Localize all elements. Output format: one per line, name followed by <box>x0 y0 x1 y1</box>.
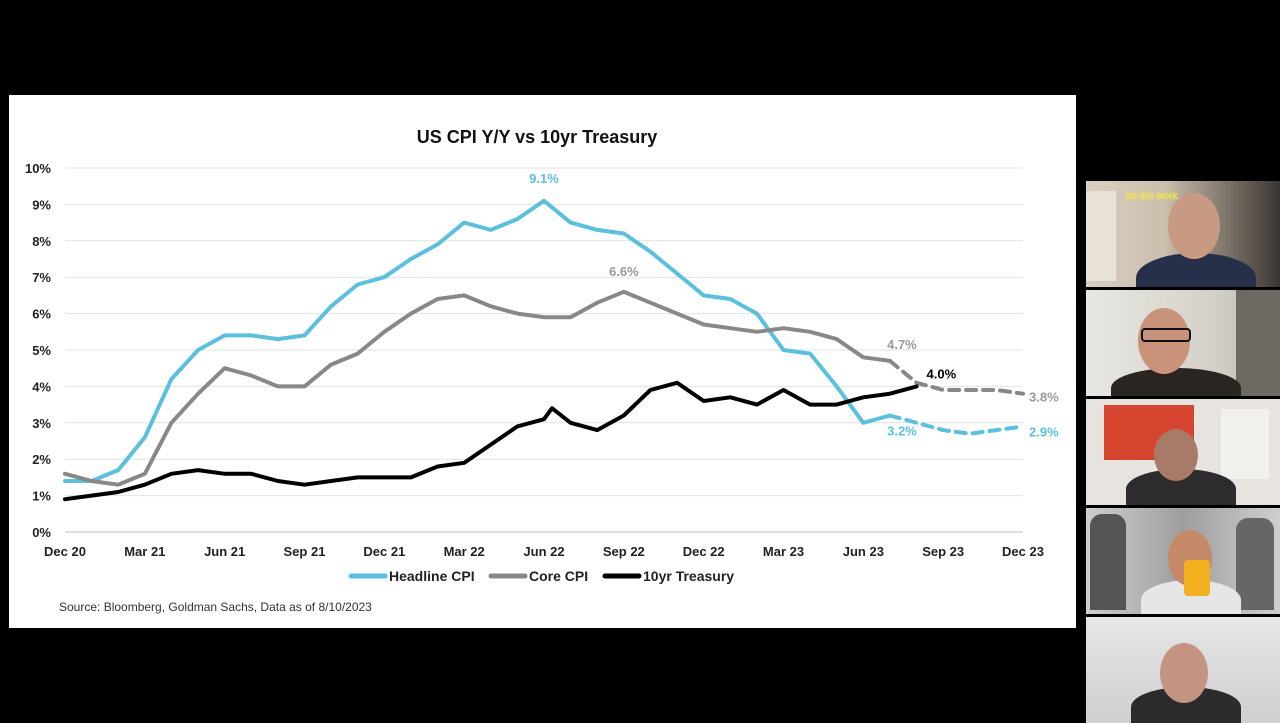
y-tick-label: 6% <box>32 307 51 322</box>
data-label: 4.7% <box>887 337 917 352</box>
series-forecast-core-cpi <box>887 358 1025 396</box>
legend-label: 10yr Treasury <box>643 568 734 584</box>
cpi-chart: US CPI Y/Y vs 10yr Treasury 0% 1% 2% 3% 4% 5%… <box>25 127 1059 614</box>
gridlines <box>65 167 1023 533</box>
series-forecast-headline-cpi <box>887 413 1025 436</box>
video-tiles: do the work <box>1086 181 1280 723</box>
y-tick-label: 10% <box>25 161 51 176</box>
x-tick-label: Dec 23 <box>1002 544 1044 559</box>
video-tile-participant-5[interactable] <box>1086 617 1280 723</box>
x-tick-label: Dec 20 <box>44 544 86 559</box>
chart-slide: US CPI Y/Y vs 10yr Treasury 0% 1% 2% 3% 4% 5%… <box>9 95 1076 628</box>
x-tick-label: Jun 22 <box>523 544 564 559</box>
y-tick-label: 5% <box>32 343 51 358</box>
data-label: 3.2% <box>887 424 917 439</box>
data-label: 4.0% <box>927 366 957 381</box>
data-label: 9.1% <box>529 171 559 186</box>
video-tile-participant-3[interactable] <box>1086 399 1280 505</box>
x-tick-label: Sep 21 <box>284 544 326 559</box>
legend-label: Headline CPI <box>389 568 475 584</box>
x-tick-label: Sep 23 <box>922 544 964 559</box>
data-label: 6.6% <box>609 264 639 279</box>
x-axis-ticks: Dec 20 Mar 21 Jun 21 Sep 21 Dec 21 Mar 22 Jun … <box>44 544 1044 559</box>
y-tick-label: 0% <box>32 525 51 540</box>
x-tick-label: Mar 22 <box>444 544 485 559</box>
legend-label: Core CPI <box>529 568 588 584</box>
x-tick-label: Sep 22 <box>603 544 645 559</box>
x-tick-label: Dec 22 <box>683 544 725 559</box>
video-tile-participant-2[interactable] <box>1086 290 1280 396</box>
x-tick-label: Jun 21 <box>204 544 245 559</box>
series-lines <box>63 198 1025 502</box>
video-tile-participant-4[interactable] <box>1086 508 1280 614</box>
data-annotations: 9.1% 6.6% 4.7% 4.0% 3.8% 3.2% 2.9% <box>529 171 1059 440</box>
series-line-10yr-treasury <box>63 380 919 502</box>
video-tile-participant-1[interactable]: do the work <box>1086 181 1280 287</box>
legend: Headline CPI Core CPI 10yr Treasury <box>348 568 734 584</box>
x-tick-label: Mar 23 <box>763 544 804 559</box>
y-tick-label: 7% <box>32 270 51 285</box>
series-line-core-cpi <box>63 289 892 487</box>
y-tick-label: 4% <box>32 379 51 394</box>
y-tick-label: 2% <box>32 452 51 467</box>
x-tick-label: Dec 21 <box>363 544 405 559</box>
y-tick-label: 9% <box>32 197 51 212</box>
y-tick-label: 8% <box>32 234 51 249</box>
data-label: 2.9% <box>1029 424 1059 439</box>
neon-sign: do the work <box>1126 191 1178 202</box>
source-note: Source: Bloomberg, Goldman Sachs, Data a… <box>59 600 372 614</box>
x-tick-label: Jun 23 <box>843 544 884 559</box>
x-tick-label: Mar 21 <box>124 544 165 559</box>
chart-title: US CPI Y/Y vs 10yr Treasury <box>417 127 658 147</box>
data-label: 3.8% <box>1029 390 1059 405</box>
y-tick-label: 1% <box>32 489 51 504</box>
y-tick-label: 3% <box>32 416 51 431</box>
y-axis-ticks: 0% 1% 2% 3% 4% 5% 6% 7% 8% 9% 10% <box>25 161 51 540</box>
series-line-headline-cpi <box>63 198 892 483</box>
